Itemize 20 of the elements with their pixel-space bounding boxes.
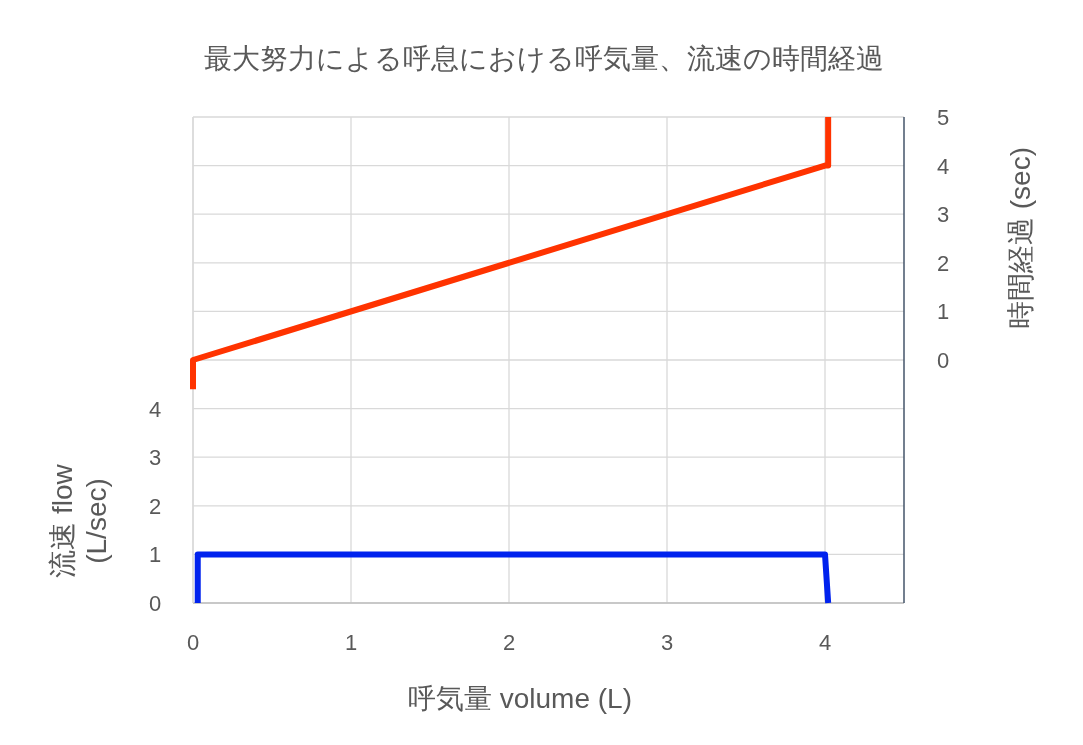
y2-tick-label: 1 [936, 299, 950, 325]
y2-tick-label: 3 [936, 202, 950, 228]
y2-tick-label: 0 [936, 348, 950, 373]
y2-tick-label: 5 [936, 105, 950, 130]
x-tick-label: 4 [818, 630, 832, 655]
y-tick-label: 4 [148, 396, 162, 422]
y2-axis-title: 時間経過 (sec) [1005, 147, 1036, 329]
chart-title: 最大努力による呼息における呼気量、流速の時間経過 [203, 43, 884, 74]
y-tick-label: 3 [148, 445, 162, 471]
x-tick-label: 0 [186, 630, 200, 655]
x-tick-label: 1 [344, 630, 358, 655]
y-tick-label: 2 [148, 493, 162, 519]
x-axis-title: 呼気量 volume (L) [407, 683, 633, 714]
y-axis-title: 流速 flow (L/sec) [47, 463, 112, 578]
y-tick-label: 1 [148, 542, 162, 568]
y-tick-label: 0 [148, 591, 162, 616]
y2-tick-label: 4 [936, 153, 950, 179]
x-tick-label: 3 [660, 630, 674, 655]
x-tick-label: 2 [502, 630, 516, 655]
y2-tick-label: 2 [936, 250, 950, 276]
